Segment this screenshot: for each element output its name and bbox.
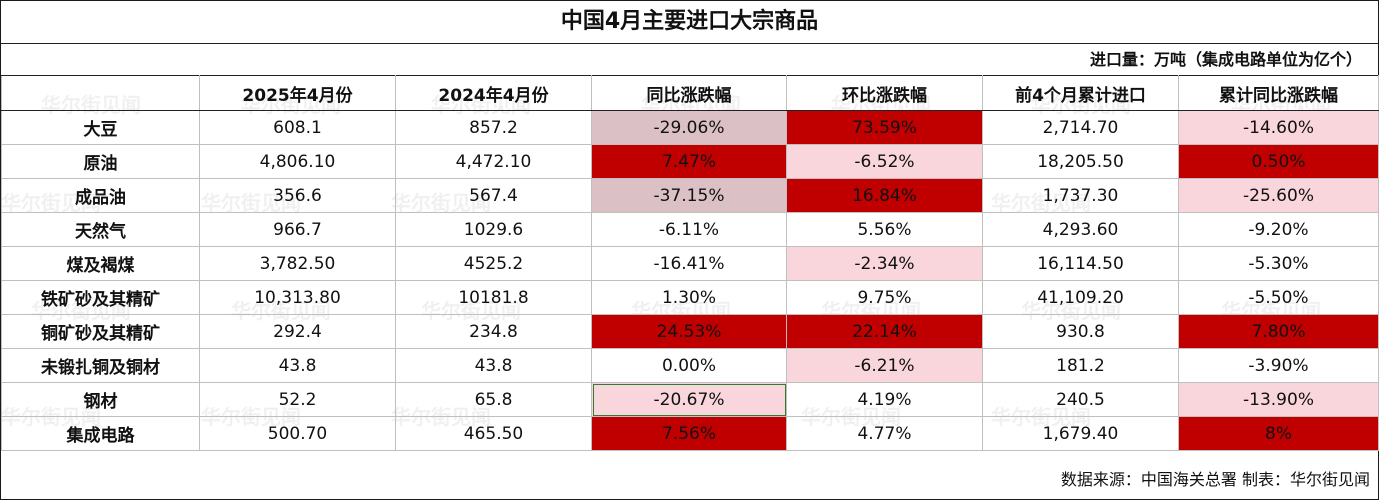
table-cell-c6[interactable]: -5.30% bbox=[1178, 246, 1379, 281]
table-cell-c1[interactable]: 4,806.10 bbox=[199, 144, 396, 179]
table-body: 大豆 608.1 857.2 -29.06% 73.59% 2,714.70 -14.60%… bbox=[1, 110, 1379, 451]
table-cell-c6[interactable]: -25.60% bbox=[1178, 178, 1379, 213]
table-title: 中国4月主要进口大宗商品 bbox=[1, 1, 1378, 44]
table-cell-c5[interactable]: 4,293.60 bbox=[982, 212, 1179, 247]
table-cell-c3[interactable]: 24.53% bbox=[591, 314, 787, 349]
table-cell-c2[interactable]: 10181.8 bbox=[395, 280, 592, 315]
commodity-name-cell: 原油 bbox=[1, 144, 200, 179]
table-cell-c3[interactable]: 7.47% bbox=[591, 144, 787, 179]
table-cell-c1[interactable]: 52.2 bbox=[199, 382, 396, 417]
header-cell-2: 2024年4月份 bbox=[395, 75, 592, 111]
table-cell-c4[interactable]: 4.19% bbox=[786, 382, 983, 417]
table-cell-c3[interactable]: -6.11% bbox=[591, 212, 787, 247]
table-cell-c3[interactable]: -29.06% bbox=[591, 110, 787, 145]
table-row: 煤及褐煤 3,782.50 4525.2 -16.41% -2.34% 16,114.50… bbox=[1, 246, 1379, 281]
table-row: 钢材 52.2 65.8 -20.67% 4.19% 240.5 -13.90% bbox=[1, 382, 1379, 417]
table-cell-c5[interactable]: 2,714.70 bbox=[982, 110, 1179, 145]
commodity-name-cell: 铜矿砂及其精矿 bbox=[1, 314, 200, 349]
table-cell-c5[interactable]: 41,109.20 bbox=[982, 280, 1179, 315]
commodity-name-cell: 成品油 bbox=[1, 178, 200, 213]
table-cell-c6[interactable]: -9.20% bbox=[1178, 212, 1379, 247]
table-cell-c1[interactable]: 608.1 bbox=[199, 110, 396, 145]
table-cell-c6[interactable]: -13.90% bbox=[1178, 382, 1379, 417]
table-cell-c5[interactable]: 1,737.30 bbox=[982, 178, 1179, 213]
table-cell-c1[interactable]: 10,313.80 bbox=[199, 280, 396, 315]
table-row: 未锻扎铜及铜材 43.8 43.8 0.00% -6.21% 181.2 -3.90% bbox=[1, 348, 1379, 383]
table-cell-c4[interactable]: 4.77% bbox=[786, 416, 983, 451]
table-cell-c1[interactable]: 3,782.50 bbox=[199, 246, 396, 281]
table-cell-c4[interactable]: 22.14% bbox=[786, 314, 983, 349]
table-row: 大豆 608.1 857.2 -29.06% 73.59% 2,714.70 -14.60% bbox=[1, 110, 1379, 145]
source-footer: 数据来源：中国海关总署 制表：华尔街见闻 bbox=[1060, 470, 1370, 489]
commodity-name-cell: 大豆 bbox=[1, 110, 200, 145]
table-row: 铁矿砂及其精矿 10,313.80 10181.8 1.30% 9.75% 41,109.… bbox=[1, 280, 1379, 315]
table-cell-c2[interactable]: 465.50 bbox=[395, 416, 592, 451]
table-cell-c4[interactable]: -2.34% bbox=[786, 246, 983, 281]
table-row: 集成电路 500.70 465.50 7.56% 4.77% 1,679.40 8% bbox=[1, 416, 1379, 451]
table-cell-c6[interactable]: 7.80% bbox=[1178, 314, 1379, 349]
table-cell-c3[interactable]: 1.30% bbox=[591, 280, 787, 315]
table-row: 成品油 356.6 567.4 -37.15% 16.84% 1,737.30 -25.60… bbox=[1, 178, 1379, 213]
table-cell-c4[interactable]: 73.59% bbox=[786, 110, 983, 145]
table-cell-c4[interactable]: 5.56% bbox=[786, 212, 983, 247]
header-cell-commodity bbox=[1, 75, 200, 111]
header-cell-3: 同比涨跌幅 bbox=[591, 75, 787, 111]
header-cell-5: 前4个月累计进口 bbox=[982, 75, 1179, 111]
table-cell-c4[interactable]: -6.52% bbox=[786, 144, 983, 179]
commodity-name-cell: 煤及褐煤 bbox=[1, 246, 200, 281]
table-cell-c3[interactable]: -20.67% bbox=[591, 382, 787, 417]
table-cell-c1[interactable]: 356.6 bbox=[199, 178, 396, 213]
commodity-name-cell: 天然气 bbox=[1, 212, 200, 247]
commodity-name-cell: 铁矿砂及其精矿 bbox=[1, 280, 200, 315]
table-cell-c2[interactable]: 567.4 bbox=[395, 178, 592, 213]
table-row: 铜矿砂及其精矿 292.4 234.8 24.53% 22.14% 930.8 7.80% bbox=[1, 314, 1379, 349]
table-cell-c6[interactable]: 8% bbox=[1178, 416, 1379, 451]
table-cell-c3[interactable]: 0.00% bbox=[591, 348, 787, 383]
table-cell-c6[interactable]: -5.50% bbox=[1178, 280, 1379, 315]
table-cell-c6[interactable]: -14.60% bbox=[1178, 110, 1379, 145]
table-cell-c4[interactable]: 9.75% bbox=[786, 280, 983, 315]
unit-note: 进口量：万吨（集成电路单位为亿个） bbox=[1089, 50, 1362, 69]
table-cell-c5[interactable]: 16,114.50 bbox=[982, 246, 1179, 281]
table-cell-c4[interactable]: -6.21% bbox=[786, 348, 983, 383]
header-cell-4: 环比涨跌幅 bbox=[786, 75, 983, 111]
table-cell-c5[interactable]: 240.5 bbox=[982, 382, 1179, 417]
commodity-name-cell: 钢材 bbox=[1, 382, 200, 417]
commodity-name-cell: 集成电路 bbox=[1, 416, 200, 451]
header-row: 2025年4月份 2024年4月份 同比涨跌幅 环比涨跌幅 前4个月累计进口 累计同比涨跌… bbox=[1, 75, 1379, 111]
table-cell-c2[interactable]: 4525.2 bbox=[395, 246, 592, 281]
table-cell-c3[interactable]: -16.41% bbox=[591, 246, 787, 281]
header-cell-6: 累计同比涨跌幅 bbox=[1178, 75, 1379, 111]
table-cell-c2[interactable]: 1029.6 bbox=[395, 212, 592, 247]
table-cell-c2[interactable]: 857.2 bbox=[395, 110, 592, 145]
table-row: 天然气 966.7 1029.6 -6.11% 5.56% 4,293.60 -9.20% bbox=[1, 212, 1379, 247]
table-cell-c5[interactable]: 1,679.40 bbox=[982, 416, 1179, 451]
table-cell-c2[interactable]: 65.8 bbox=[395, 382, 592, 417]
commodity-name-cell: 未锻扎铜及铜材 bbox=[1, 348, 200, 383]
header-cell-1: 2025年4月份 bbox=[199, 75, 396, 111]
table-cell-c3[interactable]: 7.56% bbox=[591, 416, 787, 451]
table-cell-c5[interactable]: 930.8 bbox=[982, 314, 1179, 349]
table-cell-c4[interactable]: 16.84% bbox=[786, 178, 983, 213]
table-cell-c6[interactable]: -3.90% bbox=[1178, 348, 1379, 383]
table-cell-c5[interactable]: 181.2 bbox=[982, 348, 1179, 383]
table-cell-c1[interactable]: 500.70 bbox=[199, 416, 396, 451]
table-cell-c1[interactable]: 43.8 bbox=[199, 348, 396, 383]
table-cell-c2[interactable]: 43.8 bbox=[395, 348, 592, 383]
table-cell-c3[interactable]: -37.15% bbox=[591, 178, 787, 213]
table-cell-c1[interactable]: 966.7 bbox=[199, 212, 396, 247]
table-cell-c2[interactable]: 234.8 bbox=[395, 314, 592, 349]
commodity-import-table: 2025年4月份 2024年4月份 同比涨跌幅 环比涨跌幅 前4个月累计进口 累计同比涨跌… bbox=[1, 75, 1379, 451]
table-row: 原油 4,806.10 4,472.10 7.47% -6.52% 18,205.50 0.… bbox=[1, 144, 1379, 179]
table-cell-c1[interactable]: 292.4 bbox=[199, 314, 396, 349]
table-cell-c5[interactable]: 18,205.50 bbox=[982, 144, 1179, 179]
table-cell-c6[interactable]: 0.50% bbox=[1178, 144, 1379, 179]
table-cell-c2[interactable]: 4,472.10 bbox=[395, 144, 592, 179]
